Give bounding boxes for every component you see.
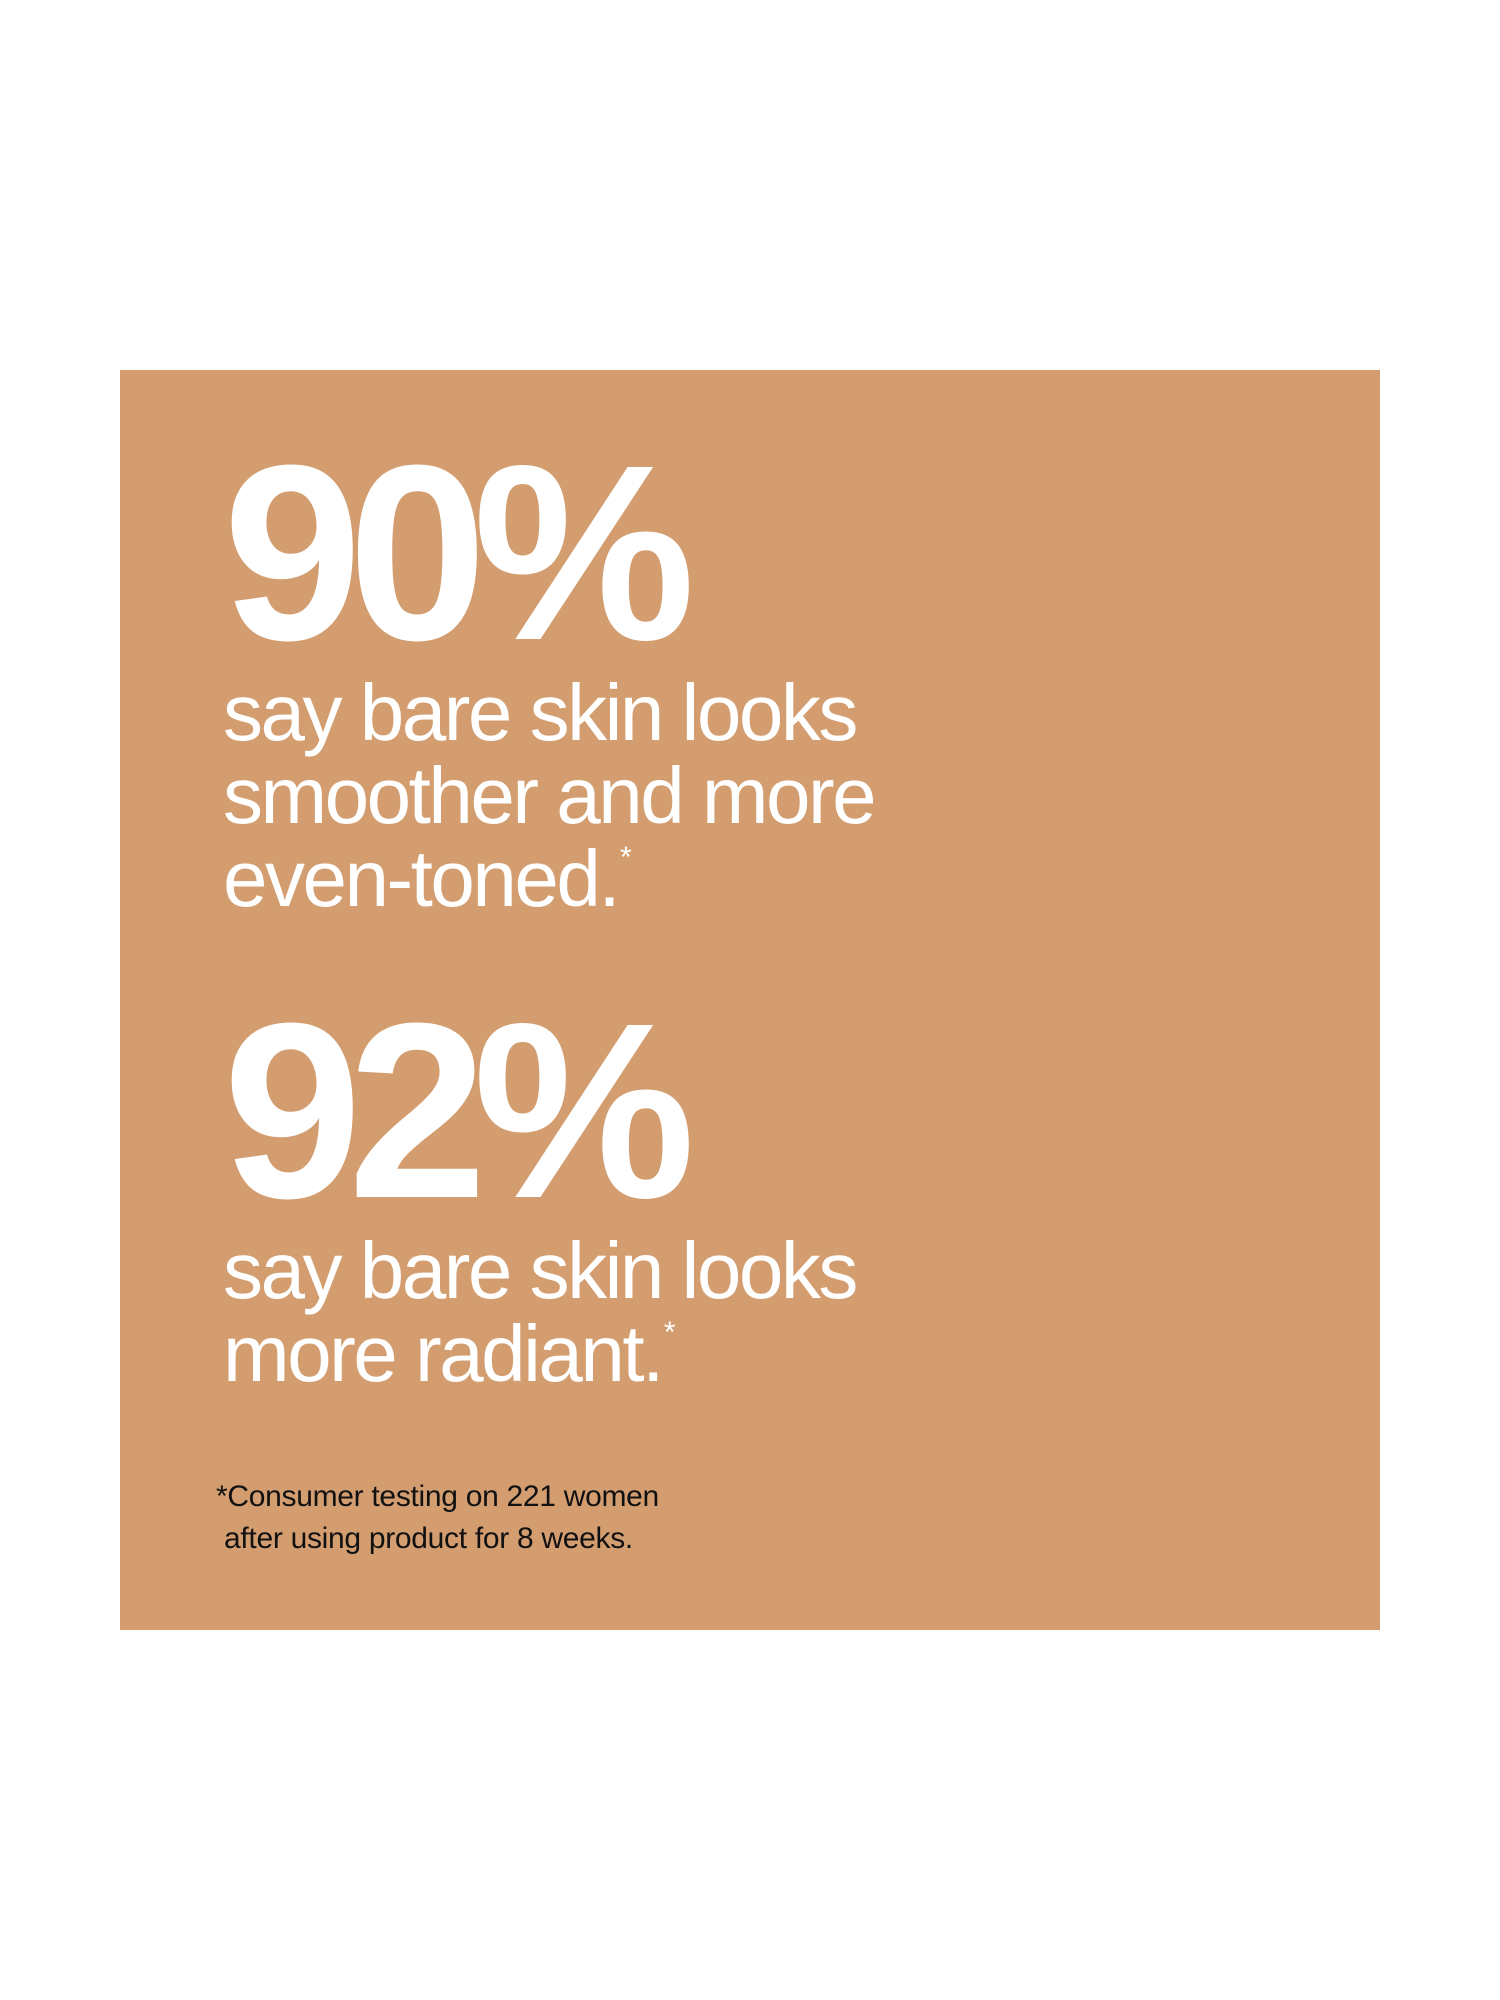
footnote-mark: * (663, 1316, 676, 1349)
footnote-line: *Consumer testing on 221 women (216, 1480, 659, 1513)
footnote-mark: * (620, 841, 632, 874)
footnote-line: after using product for 8 weeks. (224, 1522, 633, 1555)
footnote: *Consumer testing on 221 women after usi… (216, 1476, 659, 1560)
stat-2-description: say bare skin looks more radiant.* (223, 1226, 858, 1398)
stat-1-line: smoother and more (223, 751, 877, 840)
stat-2-line: say bare skin looks (223, 1226, 858, 1315)
stat-2-line: more radiant. (223, 1309, 664, 1398)
stat-1-value: 90% (223, 413, 695, 692)
stat-2-value: 92% (223, 971, 695, 1250)
stat-1-description: say bare skin looks smoother and more ev… (223, 668, 877, 923)
stat-1-line: even-toned. (223, 834, 621, 923)
claims-panel: 90% say bare skin looks smoother and mor… (120, 370, 1380, 1630)
stat-1-line: say bare skin looks (223, 668, 858, 757)
